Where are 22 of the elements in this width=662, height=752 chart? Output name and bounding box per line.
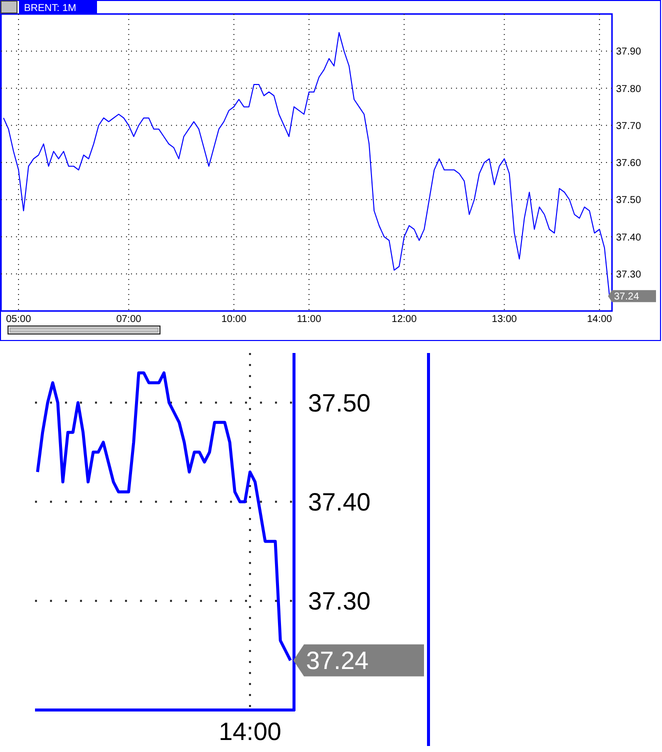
text: 37.24 bbox=[306, 647, 369, 676]
x-tick-label: 07:00 bbox=[116, 314, 142, 325]
x-tick-label: 10:00 bbox=[221, 314, 247, 325]
y-tick-label: 37.40 bbox=[616, 232, 642, 244]
y-tick-label: 37.40 bbox=[308, 488, 371, 516]
chart-title: BRENT: 1M bbox=[24, 3, 76, 14]
text: 37.24 bbox=[614, 292, 640, 303]
y-tick-label: 37.90 bbox=[616, 46, 642, 58]
y-tick-label: 37.50 bbox=[308, 389, 371, 418]
line-series bbox=[3, 32, 610, 297]
x-tick-label: 05:00 bbox=[6, 314, 32, 325]
x-tick-label: 13:00 bbox=[492, 314, 518, 325]
y-tick-label: 37.30 bbox=[308, 588, 371, 616]
y-tick-label: 37.30 bbox=[616, 269, 642, 280]
x-tick-label: 11:00 bbox=[296, 314, 322, 325]
x-tick-label: 12:00 bbox=[392, 314, 418, 325]
y-tick-label: 37.80 bbox=[616, 84, 642, 95]
y-tick-label: 37.50 bbox=[616, 195, 642, 206]
y-tick-label: 37.60 bbox=[616, 158, 642, 169]
y-tick-label: 37.70 bbox=[616, 120, 642, 132]
x-tick-label: 14:00 bbox=[586, 314, 612, 325]
x-tick-label: 14:00 bbox=[218, 718, 282, 746]
